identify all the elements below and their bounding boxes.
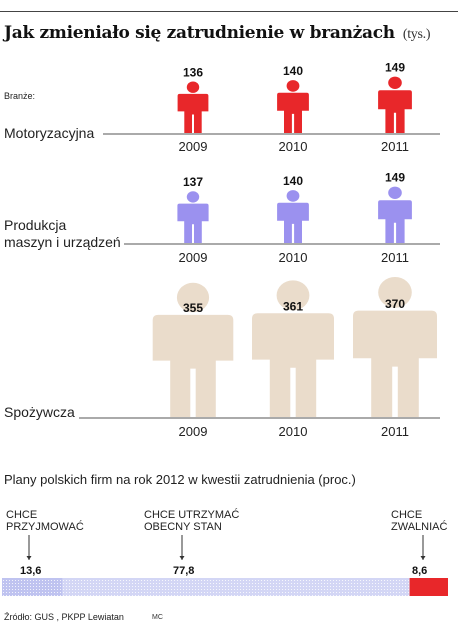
author-initials: MC — [152, 614, 163, 621]
person-icon-produkcja-2009 — [177, 191, 209, 243]
plans-bar-keep — [62, 578, 410, 596]
value-label-motoryzacyjna-2010: 140 — [283, 64, 303, 78]
sector-label-spozywcza: Spożywcza — [4, 404, 75, 420]
plan-label-accept: CHCE PRZYJMOWAĆ — [6, 509, 84, 533]
chart-title-unit: (tys.) — [402, 27, 431, 42]
plan-label-accept-line1: CHCE — [6, 509, 38, 521]
chart-title: Jak zmieniało się zatrudnienie w branżac… — [4, 23, 431, 43]
plans-bar-accept — [2, 578, 63, 596]
branches-label: Branże: — [4, 91, 36, 101]
plan-value-keep: 77,8 — [173, 565, 195, 577]
value-label-produkcja-2011: 149 — [385, 171, 405, 185]
chart-title-text: Jak zmieniało się zatrudnienie w branżac… — [4, 23, 395, 43]
year-label-produkcja-2011: 2011 — [381, 250, 409, 265]
leader-accept — [26, 535, 32, 560]
value-label-produkcja-2010: 140 — [283, 174, 303, 188]
year-label-produkcja-2009: 2009 — [179, 250, 208, 265]
leader-fire — [420, 535, 426, 560]
plan-label-keep: CHCE UTRZYMAĆ OBECNY STAN — [144, 509, 239, 533]
person-icon-produkcja-2011 — [378, 186, 412, 243]
leader-keep — [179, 535, 185, 560]
person-icon-motoryzacyjna-2011 — [378, 76, 412, 133]
value-label-motoryzacyjna-2011: 149 — [385, 61, 405, 75]
source-note: Źródło: GUS , PKPP Lewiatan — [4, 612, 124, 622]
year-label-spozywcza-2009: 2009 — [179, 424, 208, 439]
person-icon-motoryzacyjna-2009 — [177, 81, 209, 133]
plan-value-fire: 8,6 — [412, 565, 428, 577]
year-label-spozywcza-2010: 2010 — [279, 424, 308, 439]
value-label-produkcja-2009: 137 — [183, 175, 203, 189]
plans-title: Plany polskich firm na rok 2012 w kwesti… — [4, 472, 356, 487]
value-label-spozywcza-2010: 361 — [283, 300, 303, 314]
year-label-motoryzacyjna-2011: 2011 — [381, 139, 409, 154]
plans-bar-fire — [409, 578, 448, 596]
plan-label-keep-line1: CHCE UTRZYMAĆ — [144, 509, 240, 521]
value-label-spozywcza-2009: 355 — [183, 301, 203, 315]
year-label-produkcja-2010: 2010 — [279, 250, 308, 265]
plan-value-accept: 13,6 — [20, 565, 42, 577]
plan-label-accept-line2: PRZYJMOWAĆ — [6, 521, 84, 533]
plan-label-fire: CHCE ZWALNIAĆ — [391, 509, 447, 533]
year-label-motoryzacyjna-2009: 2009 — [179, 139, 208, 154]
plan-label-fire-line2: ZWALNIAĆ — [391, 521, 448, 533]
plans-bar-texture — [3, 580, 409, 596]
person-icon-produkcja-2010 — [277, 190, 309, 243]
person-icon-spozywcza-2009 — [152, 282, 234, 417]
top-rule — [0, 11, 458, 12]
person-icon-spozywcza-2010 — [252, 280, 334, 417]
person-icon-motoryzacyjna-2010 — [277, 80, 309, 133]
year-label-motoryzacyjna-2010: 2010 — [279, 139, 308, 154]
value-label-spozywcza-2011: 370 — [385, 297, 405, 311]
person-icon-spozywcza-2011 — [353, 277, 437, 417]
plan-label-fire-line1: CHCE — [391, 509, 423, 521]
plan-label-keep-line2: OBECNY STAN — [144, 521, 222, 533]
sector-label-motoryzacyjna: Motoryzacyjna — [4, 125, 95, 141]
sector-label-produkcja-line1: Produkcja — [4, 217, 67, 233]
sector-label-produkcja-line2: maszyn i urządzeń — [4, 234, 121, 250]
value-label-motoryzacyjna-2009: 136 — [183, 66, 203, 80]
year-label-spozywcza-2011: 2011 — [381, 424, 409, 439]
